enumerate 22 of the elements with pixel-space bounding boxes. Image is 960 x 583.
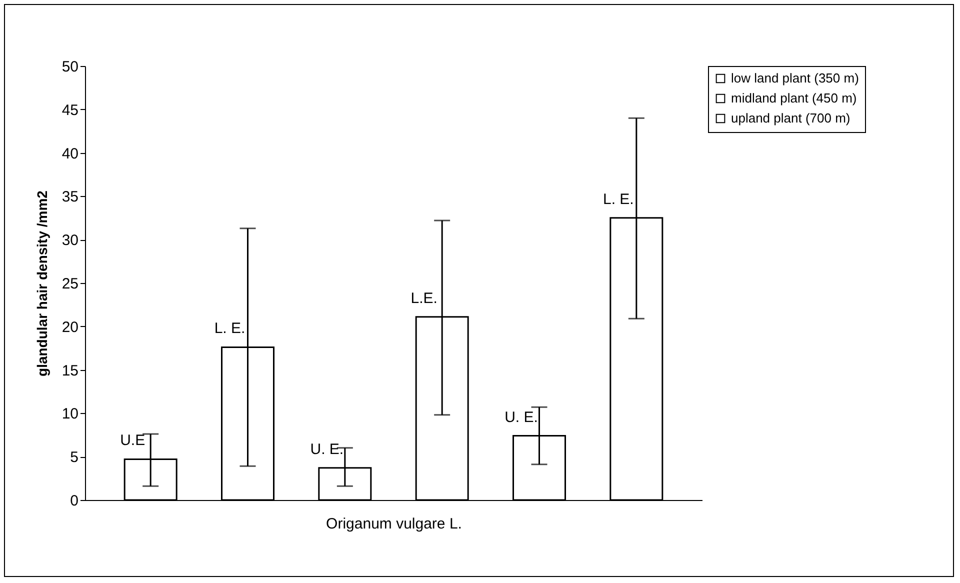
y-tick-label: 10 <box>62 406 78 423</box>
legend-label: upland plant (700 m) <box>731 110 850 126</box>
y-tick-label: 25 <box>62 276 78 292</box>
y-tick-label: 15 <box>62 362 78 380</box>
y-tick-label: 0 <box>70 492 78 510</box>
legend-label: low land plant (350 m) <box>731 70 859 86</box>
y-tick-label: 20 <box>62 318 78 336</box>
data-label: L. E. <box>602 190 634 208</box>
y-tick-label: 45 <box>62 102 78 119</box>
data-label: L. E. <box>214 320 246 338</box>
y-tick-label: 40 <box>62 145 78 162</box>
y-tick-label: 50 <box>62 58 78 76</box>
y-axis-title: glandular hair density /mm2 <box>34 190 50 376</box>
data-label: L.E. <box>410 290 438 307</box>
y-tick-label: 30 <box>62 232 78 250</box>
y-tick-label: 35 <box>62 188 78 206</box>
legend-label: midland plant (450 m) <box>731 90 857 106</box>
data-label: U.E <box>120 432 146 450</box>
y-tick-label: 5 <box>70 449 78 466</box>
data-label: U. E. <box>504 408 538 426</box>
data-label: U. E. <box>310 440 344 458</box>
x-axis-title: Origanum vulgare L. <box>326 516 462 532</box>
